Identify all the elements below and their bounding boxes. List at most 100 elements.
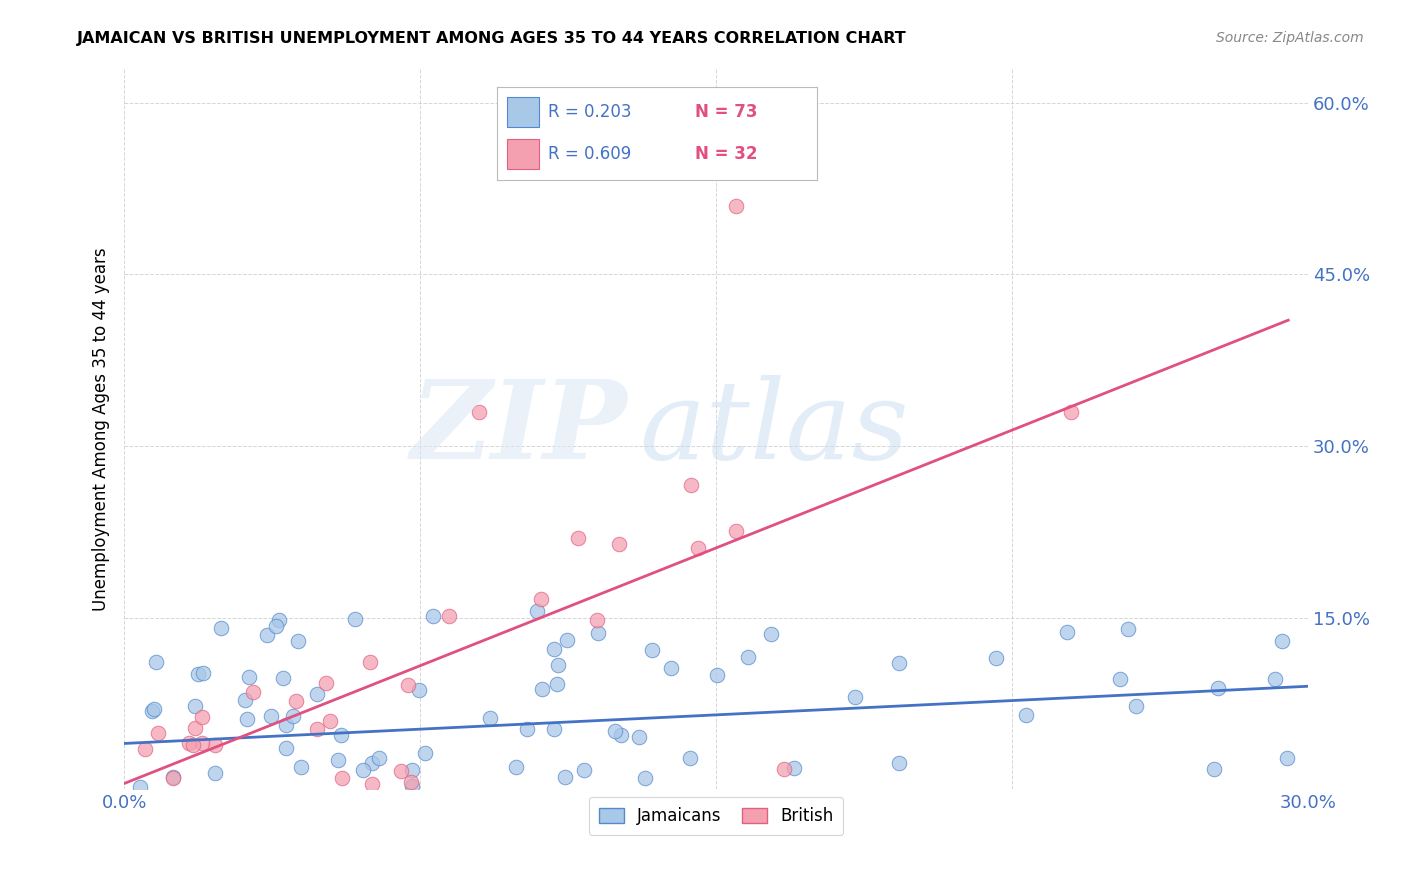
Point bbox=[887, 756, 910, 770]
Point bbox=[422, 609, 444, 624]
Point bbox=[319, 714, 342, 729]
Point bbox=[179, 736, 201, 750]
Point bbox=[162, 771, 184, 785]
Point bbox=[143, 702, 166, 716]
Point bbox=[1109, 672, 1132, 686]
Point bbox=[574, 763, 596, 777]
Point bbox=[184, 698, 207, 713]
Point bbox=[478, 710, 501, 724]
Point bbox=[887, 656, 910, 670]
Point bbox=[526, 604, 548, 618]
Text: Source: ZipAtlas.com: Source: ZipAtlas.com bbox=[1216, 31, 1364, 45]
Point bbox=[659, 661, 682, 675]
Point bbox=[256, 627, 278, 641]
Point bbox=[191, 665, 214, 680]
Point bbox=[1060, 405, 1083, 419]
Point bbox=[505, 759, 527, 773]
Point bbox=[315, 676, 337, 690]
Point bbox=[283, 709, 305, 723]
Point bbox=[413, 746, 436, 760]
Point bbox=[146, 725, 169, 739]
Point bbox=[235, 712, 257, 726]
Point bbox=[134, 741, 156, 756]
Point bbox=[546, 677, 568, 691]
Point bbox=[516, 723, 538, 737]
Point bbox=[285, 694, 308, 708]
Point bbox=[359, 655, 381, 669]
Point bbox=[1015, 708, 1038, 723]
Point bbox=[759, 626, 782, 640]
Point bbox=[607, 536, 630, 550]
Point bbox=[267, 613, 290, 627]
Point bbox=[688, 541, 710, 556]
Point bbox=[274, 718, 297, 732]
Point bbox=[1275, 751, 1298, 765]
Point bbox=[586, 613, 609, 627]
Point bbox=[389, 764, 412, 779]
Point bbox=[128, 780, 150, 794]
Point bbox=[1264, 672, 1286, 686]
Point bbox=[724, 199, 747, 213]
Point bbox=[567, 531, 589, 545]
Point bbox=[468, 405, 491, 419]
Point bbox=[543, 641, 565, 656]
Point bbox=[401, 763, 423, 777]
Point bbox=[242, 685, 264, 699]
Point bbox=[361, 756, 384, 770]
Point bbox=[1270, 634, 1292, 648]
Point bbox=[191, 736, 214, 750]
Point bbox=[271, 671, 294, 685]
Point bbox=[399, 774, 422, 789]
Point bbox=[1056, 625, 1078, 640]
Point bbox=[437, 609, 460, 624]
Point bbox=[1116, 622, 1139, 636]
Point bbox=[782, 761, 804, 775]
Point bbox=[543, 722, 565, 736]
Point bbox=[737, 650, 759, 665]
Point bbox=[724, 524, 747, 539]
Point bbox=[603, 724, 626, 739]
Point bbox=[368, 751, 391, 765]
Point bbox=[555, 632, 578, 647]
Point bbox=[352, 763, 374, 777]
Point bbox=[209, 621, 232, 635]
Point bbox=[586, 625, 609, 640]
Point bbox=[305, 687, 328, 701]
Point bbox=[264, 619, 287, 633]
Point bbox=[1125, 698, 1147, 713]
Point bbox=[361, 777, 384, 791]
Point bbox=[187, 667, 209, 681]
Point bbox=[204, 738, 226, 752]
Point bbox=[773, 762, 796, 776]
Point bbox=[396, 678, 419, 692]
Text: atlas: atlas bbox=[640, 376, 908, 483]
Point bbox=[679, 750, 702, 764]
Text: JAMAICAN VS BRITISH UNEMPLOYMENT AMONG AGES 35 TO 44 YEARS CORRELATION CHART: JAMAICAN VS BRITISH UNEMPLOYMENT AMONG A… bbox=[77, 31, 907, 46]
Point bbox=[260, 709, 283, 723]
Point bbox=[238, 670, 260, 684]
Point bbox=[984, 651, 1007, 665]
Point bbox=[141, 705, 163, 719]
Point bbox=[191, 710, 214, 724]
Point bbox=[305, 722, 328, 736]
Point bbox=[633, 771, 655, 785]
Point bbox=[547, 657, 569, 672]
Point bbox=[204, 765, 226, 780]
Point bbox=[287, 634, 309, 648]
Point bbox=[330, 772, 353, 786]
Point bbox=[181, 738, 204, 752]
Point bbox=[627, 730, 650, 744]
Point bbox=[610, 728, 633, 742]
Point bbox=[530, 592, 553, 607]
Point bbox=[184, 722, 207, 736]
Point bbox=[706, 668, 728, 682]
Point bbox=[401, 779, 423, 793]
Point bbox=[681, 478, 703, 492]
Point bbox=[554, 770, 576, 784]
Point bbox=[343, 611, 366, 625]
Point bbox=[326, 753, 349, 767]
Point bbox=[408, 682, 430, 697]
Point bbox=[844, 690, 866, 704]
Point bbox=[145, 655, 167, 669]
Point bbox=[233, 692, 256, 706]
